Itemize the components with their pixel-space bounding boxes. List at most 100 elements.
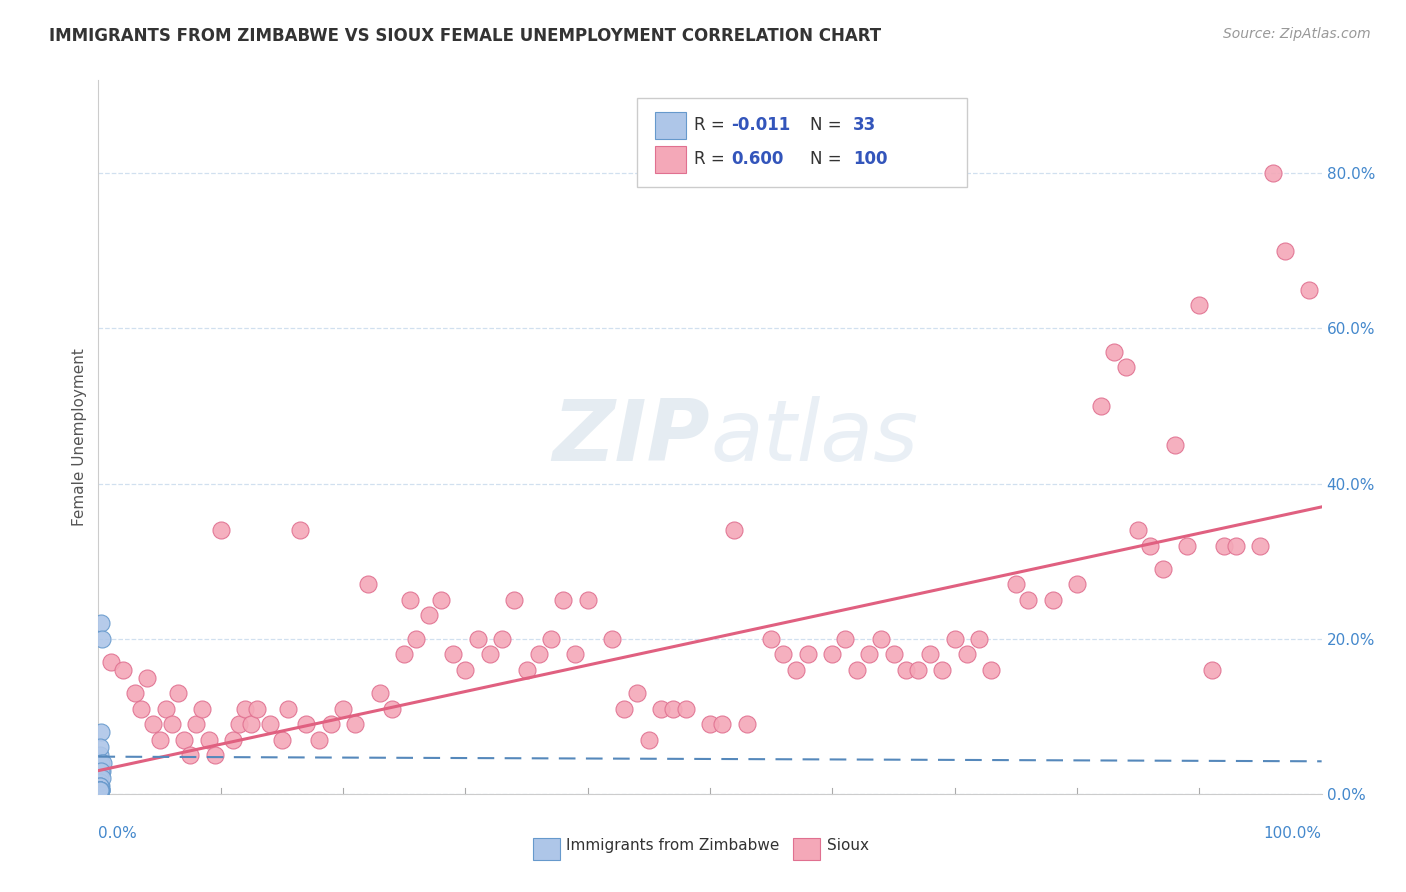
Point: [89, 779, 111, 793]
Point: [858, 647, 880, 661]
Point: [277, 701, 299, 715]
Point: [209, 523, 232, 537]
Point: [91, 764, 114, 778]
Point: [167, 686, 190, 700]
Point: [259, 717, 281, 731]
Point: [90, 783, 112, 797]
Point: [1115, 360, 1137, 375]
Text: 0.600: 0.600: [731, 151, 783, 169]
Point: [332, 701, 354, 715]
Point: [1042, 593, 1064, 607]
Point: [89, 783, 111, 797]
Text: 100.0%: 100.0%: [1264, 826, 1322, 841]
Text: atlas: atlas: [710, 395, 918, 479]
Point: [761, 632, 783, 646]
Point: [204, 748, 226, 763]
Point: [1090, 399, 1112, 413]
Point: [90, 783, 112, 797]
Point: [89, 783, 111, 797]
Point: [89, 783, 111, 797]
Point: [931, 663, 953, 677]
Point: [821, 647, 844, 661]
Point: [516, 663, 538, 677]
Point: [89, 783, 111, 797]
Text: N =: N =: [810, 151, 848, 169]
Point: [89, 775, 111, 789]
Point: [650, 701, 672, 715]
Point: [90, 756, 112, 770]
Point: [228, 717, 250, 731]
Point: [467, 632, 489, 646]
Text: 0.0%: 0.0%: [98, 826, 138, 841]
Point: [295, 717, 318, 731]
Point: [344, 717, 367, 731]
FancyBboxPatch shape: [655, 112, 686, 139]
Point: [1102, 344, 1125, 359]
Point: [956, 647, 979, 661]
Point: [1004, 577, 1026, 591]
Text: Immigrants from Zimbabwe: Immigrants from Zimbabwe: [565, 838, 779, 853]
Point: [894, 663, 917, 677]
Text: N =: N =: [810, 116, 848, 134]
Point: [89, 772, 111, 786]
Point: [1175, 539, 1198, 553]
Point: [576, 593, 599, 607]
Point: [173, 732, 195, 747]
Text: R =: R =: [695, 151, 730, 169]
Point: [1152, 562, 1174, 576]
Point: [308, 732, 330, 747]
Y-axis label: Female Unemployment: Female Unemployment: [72, 348, 87, 526]
Point: [89, 783, 111, 797]
Point: [290, 523, 312, 537]
Point: [89, 764, 111, 778]
Point: [1274, 244, 1296, 258]
Point: [797, 647, 820, 661]
Point: [240, 717, 263, 731]
Point: [1164, 438, 1187, 452]
Point: [662, 701, 685, 715]
Point: [600, 632, 623, 646]
FancyBboxPatch shape: [533, 838, 560, 860]
Point: [626, 686, 648, 700]
Point: [1298, 283, 1320, 297]
Point: [90, 783, 112, 797]
Point: [89, 783, 111, 797]
Point: [1201, 663, 1223, 677]
Point: [785, 663, 807, 677]
Point: [186, 717, 208, 731]
Point: [233, 701, 256, 715]
Point: [392, 647, 416, 661]
Point: [89, 740, 111, 755]
Point: [89, 783, 111, 797]
Point: [1066, 577, 1088, 591]
Point: [1188, 298, 1211, 312]
Point: [111, 663, 134, 677]
Point: [197, 732, 219, 747]
Point: [637, 732, 661, 747]
Text: R =: R =: [695, 116, 730, 134]
Point: [430, 593, 453, 607]
Point: [136, 671, 159, 685]
Point: [735, 717, 758, 731]
Point: [129, 701, 152, 715]
Point: [89, 779, 111, 793]
Point: [540, 632, 562, 646]
Text: Sioux: Sioux: [828, 838, 869, 853]
Point: [89, 783, 111, 797]
Point: [89, 783, 111, 797]
Point: [967, 632, 990, 646]
Point: [1128, 523, 1150, 537]
Point: [90, 724, 112, 739]
Point: [943, 632, 966, 646]
Point: [270, 732, 294, 747]
Point: [246, 701, 269, 715]
Point: [155, 701, 177, 715]
Point: [149, 732, 172, 747]
Text: IMMIGRANTS FROM ZIMBABWE VS SIOUX FEMALE UNEMPLOYMENT CORRELATION CHART: IMMIGRANTS FROM ZIMBABWE VS SIOUX FEMALE…: [49, 27, 882, 45]
Text: 100: 100: [853, 151, 887, 169]
Point: [711, 717, 734, 731]
Point: [142, 717, 165, 731]
Point: [907, 663, 929, 677]
Text: -0.011: -0.011: [731, 116, 790, 134]
Point: [89, 783, 111, 797]
